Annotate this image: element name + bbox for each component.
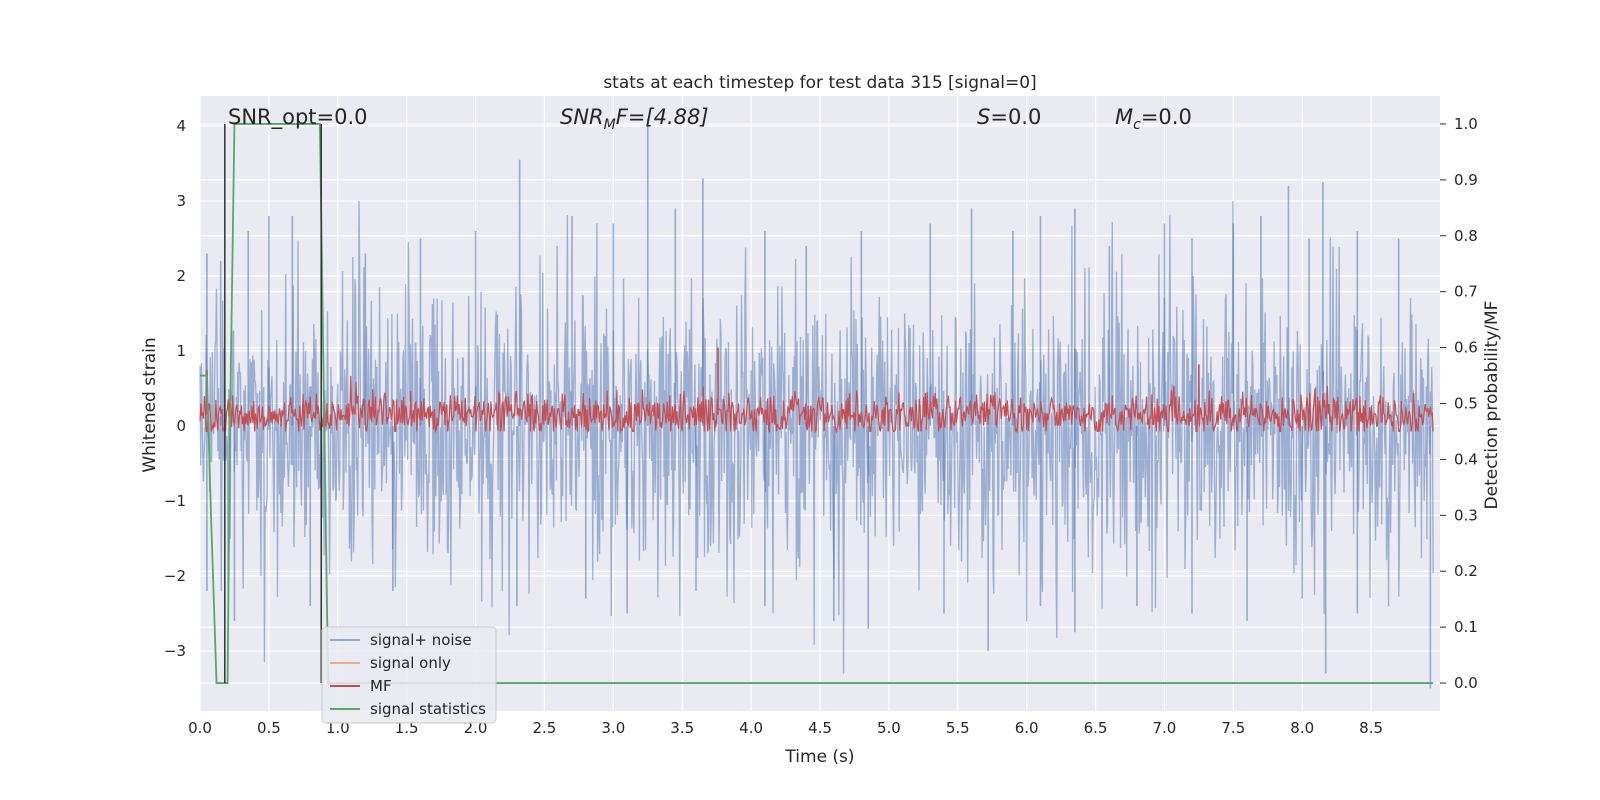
y-tick-label: −1 — [164, 492, 186, 510]
y2-axis-label: Detection probability/MF — [1482, 301, 1502, 510]
x-tick-label: 5.0 — [877, 719, 901, 737]
x-tick-label: 2.5 — [533, 719, 557, 737]
y2-tick-label: 0.8 — [1454, 227, 1478, 245]
annotation-snr-mf: SNRMF=[4.88] — [560, 105, 709, 133]
x-tick-label: 7.0 — [1153, 719, 1177, 737]
legend: signal+ noise signal only MF signal stat… — [321, 626, 497, 724]
x-tick-label: 4.0 — [739, 719, 763, 737]
y2-tick-label: 0.4 — [1454, 450, 1478, 468]
x-tick-label: 8.5 — [1359, 719, 1383, 737]
y2-tick-label: 0.5 — [1454, 395, 1478, 413]
x-tick-label: 0.0 — [188, 719, 212, 737]
y2-tick-label: 0.6 — [1454, 339, 1478, 357]
annotation-mc: Mc=0.0 — [1115, 105, 1192, 133]
y2-tick-label: 0.2 — [1454, 562, 1478, 580]
y2-tick-label: 0.3 — [1454, 506, 1478, 524]
x-tick-label: 6.0 — [1015, 719, 1039, 737]
y-tick-label: 2 — [176, 267, 186, 285]
y-tick-label: 3 — [176, 192, 186, 210]
y2-tick-label: 0.7 — [1454, 283, 1478, 301]
series-signal-statistics — [200, 123, 1434, 684]
annotation-snr-opt: SNR_opt=0.0 — [228, 105, 368, 130]
x-tick-label: 4.5 — [808, 719, 832, 737]
marker-lines — [224, 123, 322, 684]
mf-line — [199, 375, 1434, 434]
legend-label-mf: MF — [370, 677, 392, 695]
legend-box — [321, 626, 497, 724]
x-tick-label: 6.5 — [1084, 719, 1108, 737]
x-axis-ticks: 0.0 0.5 1.0 1.5 2.0 2.5 3.0 3.5 4.0 4.5 5.0 5.5 6.0 6… — [188, 719, 1383, 737]
legend-label-signal-noise: signal+ noise — [370, 631, 472, 649]
noise-line — [199, 200, 1434, 674]
x-tick-label: 8.0 — [1290, 719, 1314, 737]
y2-tick-label: 0.9 — [1454, 171, 1478, 189]
x-tick-label: 3.5 — [670, 719, 694, 737]
annotation-s: S=0.0 — [977, 105, 1041, 129]
x-tick-label: 0.5 — [257, 719, 281, 737]
y-tick-label: 0 — [176, 417, 186, 435]
x-tick-label: 3.0 — [601, 719, 625, 737]
y2-axis-ticks: 1.0 0.9 0.8 0.7 0.6 0.5 0.4 0.3 0.2 0.1 0.0 — [1440, 115, 1478, 692]
y2-tick-label: 0.0 — [1454, 674, 1478, 692]
legend-label-signal-only: signal only — [370, 654, 451, 672]
x-axis-label: Time (s) — [784, 747, 854, 767]
y-axis-ticks: 4 3 2 1 0 −1 −2 −3 — [164, 117, 186, 660]
signal-statistics-line — [200, 123, 1434, 684]
y-tick-label: −2 — [164, 567, 186, 585]
x-tick-label: 7.5 — [1221, 719, 1245, 737]
x-tick-label: 5.5 — [946, 719, 970, 737]
y-tick-label: 4 — [176, 117, 186, 135]
y-axis-label: Whitened strain — [140, 337, 160, 472]
y-tick-label: −3 — [164, 642, 186, 660]
y2-tick-label: 1.0 — [1454, 115, 1478, 133]
legend-label-signal-statistics: signal statistics — [370, 700, 486, 718]
y2-tick-label: 0.1 — [1454, 618, 1478, 636]
y-tick-label: 1 — [176, 342, 186, 360]
chart-title: stats at each timestep for test data 315… — [603, 73, 1036, 93]
